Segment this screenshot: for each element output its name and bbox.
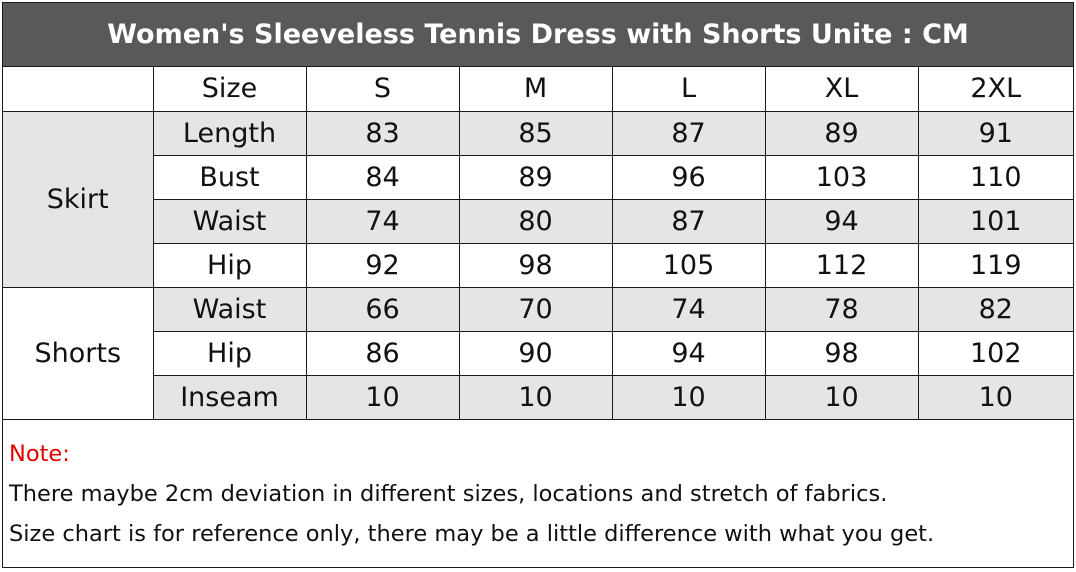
group-label-skirt: Skirt (3, 110, 154, 288)
header-size-s: S (305, 67, 460, 112)
table-row: Bust 84 89 96 103 110 (3, 154, 1073, 200)
table-row: Shorts Waist 66 70 74 78 82 (3, 286, 1073, 420)
corner-cell (3, 67, 154, 112)
table-cell: 87 (611, 198, 766, 244)
table-cell: 10 (305, 374, 460, 420)
table-cell: 10 (458, 374, 613, 420)
row-label: Hip (153, 330, 307, 376)
table-cell: 87 (611, 110, 766, 156)
chart-title: Women's Sleeveless Tennis Dress with Sho… (3, 3, 1073, 67)
table-cell: 96 (611, 154, 766, 200)
table-cell: 10 (611, 374, 766, 420)
table-cell: 86 (305, 330, 460, 376)
table-cell: 74 (305, 198, 460, 244)
table-cell: 98 (764, 330, 919, 376)
header-size-m: M (458, 67, 613, 112)
table-row: Skirt Length 83 85 87 89 91 (3, 110, 1073, 288)
table-cell: 101 (917, 198, 1073, 244)
table-cell: 10 (764, 374, 919, 420)
row-label: Bust (153, 154, 307, 200)
table-cell: 78 (764, 286, 919, 332)
row-label: Waist (152, 286, 307, 332)
table-cell: 105 (611, 242, 766, 288)
row-label: Inseam (153, 374, 307, 420)
note-line-deviation: There maybe 2cm deviation in different s… (9, 480, 888, 507)
size-table: Size S M L XL 2XL Skirt Length 83 85 87 … (3, 67, 1073, 420)
table-cell: 94 (764, 198, 919, 244)
table-cell: 102 (917, 330, 1073, 376)
header-size-label: Size (152, 67, 307, 112)
table-cell: 80 (458, 198, 613, 244)
table-cell: 103 (764, 154, 919, 200)
header-row: Size S M L XL 2XL (3, 67, 1073, 112)
header-size-xl: XL (764, 67, 919, 112)
note-section: Note: There maybe 2cm deviation in diffe… (3, 420, 1073, 554)
table-cell: 82 (917, 286, 1073, 332)
table-row: Inseam 10 10 10 10 10 (3, 374, 1073, 420)
header-size-l: L (611, 67, 766, 112)
table-cell: 119 (917, 242, 1073, 288)
table-cell: 90 (458, 330, 613, 376)
table-cell: 110 (917, 154, 1073, 200)
table-cell: 89 (764, 110, 919, 156)
row-label: Hip (153, 242, 307, 288)
table-cell: 66 (305, 286, 460, 332)
table-cell: 10 (917, 374, 1073, 420)
table-row: Hip 92 98 105 112 119 (3, 242, 1073, 288)
table-cell: 112 (764, 242, 919, 288)
table-cell: 94 (611, 330, 766, 376)
note-label: Note: (9, 440, 70, 467)
group-label-shorts: Shorts (3, 286, 154, 420)
row-label: Waist (153, 198, 307, 244)
table-row: Hip 86 90 94 98 102 (3, 330, 1073, 376)
table-cell: 98 (458, 242, 613, 288)
table-cell: 83 (305, 110, 460, 156)
table-row: Waist 74 80 87 94 101 (3, 198, 1073, 244)
table-cell: 89 (458, 154, 613, 200)
header-size-2xl: 2XL (917, 67, 1073, 112)
table-cell: 85 (458, 110, 613, 156)
table-cell: 91 (917, 110, 1073, 156)
table-cell: 84 (305, 154, 460, 200)
row-label: Length (152, 110, 307, 156)
table-cell: 74 (611, 286, 766, 332)
note-line-reference: Size chart is for reference only, there … (9, 520, 935, 547)
table-cell: 92 (305, 242, 460, 288)
table-cell: 70 (458, 286, 613, 332)
